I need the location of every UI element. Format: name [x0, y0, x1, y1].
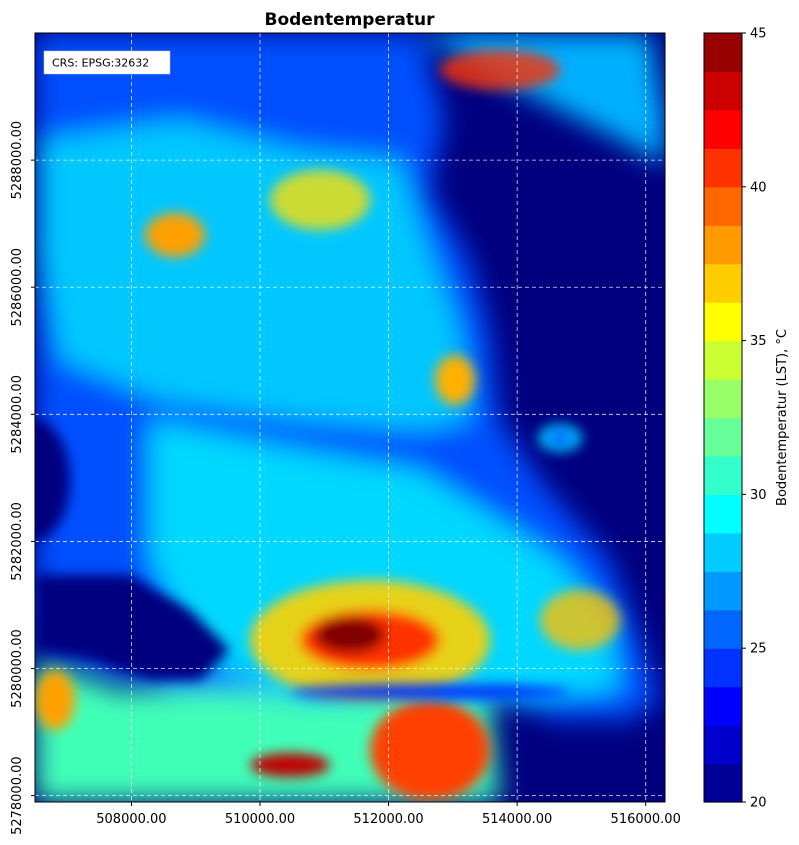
y-tick-label: 5278000.00: [10, 756, 25, 835]
x-tick-label: 510000.00: [225, 812, 295, 827]
warm-spot-north: [270, 170, 370, 230]
colorbar-level: [704, 648, 742, 688]
warm-spot-southwest-coast: [35, 670, 75, 730]
colorbar-level: [704, 455, 742, 495]
colorbar-level: [704, 225, 742, 265]
colorbar-level: [704, 33, 742, 73]
colorbar-tick-label: 25: [750, 642, 767, 657]
colorbar-level: [704, 186, 742, 226]
y-tick-label: 5284000.00: [10, 375, 25, 454]
colorbar-level: [704, 71, 742, 111]
colorbar-tick-label: 45: [750, 27, 767, 42]
colorbar-tick-label: 20: [750, 796, 767, 811]
colorbar-tick-label: 30: [750, 488, 767, 503]
colorbar: 20 25 30 35 40 45 Bodentemperatur (LST), °C: [703, 27, 790, 811]
y-tick-label: 5288000.00: [10, 121, 25, 200]
y-tick-label: 5282000.00: [10, 502, 25, 581]
hot-spot-center-peak: [315, 617, 385, 653]
x-axis: 508000.00 510000.00 512000.00 514000.00 5160…: [96, 802, 681, 827]
colorbar-tick-label: 40: [750, 180, 767, 195]
colorbar-label: Bodentemperatur (LST), °C: [775, 329, 790, 506]
colorbar-level: [704, 494, 742, 534]
colorbar-level: [704, 725, 742, 765]
colorbar-level: [704, 263, 742, 303]
colorbar-level: [704, 379, 742, 419]
grid-lines: [35, 33, 665, 802]
colorbar-level: [704, 532, 742, 572]
x-tick-label: 514000.00: [482, 812, 552, 827]
colorbar-level: [704, 148, 742, 188]
lake-east-inner: [549, 432, 571, 444]
warm-spot-east: [435, 355, 475, 405]
plot-frame: [34, 32, 666, 803]
y-axis: 5278000.00 5280000.00 5282000.00 5284000.00…: [10, 121, 35, 835]
crs-annotation-box: [43, 50, 171, 75]
colorbar-level: [704, 109, 742, 149]
x-tick-label: 508000.00: [96, 812, 166, 827]
crs-annotation-text: CRS: EPSG:32632: [52, 57, 149, 70]
crs-annotation: CRS: EPSG:32632: [43, 50, 171, 75]
colorbar-level: [704, 686, 742, 726]
warm-spot-northeast: [440, 50, 560, 90]
temperature-field: [35, 33, 665, 802]
colorbar-level: [704, 302, 742, 342]
colorbar-level: [704, 763, 742, 803]
water-southwest-bay: [35, 575, 230, 680]
x-tick-label: 516000.00: [611, 812, 681, 827]
heatmap-area: [35, 33, 665, 802]
x-tick-label: 512000.00: [353, 812, 423, 827]
y-tick-label: 5280000.00: [10, 629, 25, 708]
warm-spot-southeast: [540, 590, 620, 650]
colorbar-ticks: 20 25 30 35 40 45: [742, 27, 767, 811]
water-river-band: [290, 684, 570, 700]
y-tick-label: 5286000.00: [10, 248, 25, 327]
water-west-bay: [35, 420, 70, 540]
hot-spot-south: [370, 700, 490, 800]
colorbar-level: [704, 340, 742, 380]
colorbar-level: [704, 609, 742, 649]
warm-spot-northwest: [145, 213, 205, 257]
colorbar-level: [704, 571, 742, 611]
chart-title: Bodentemperatur: [265, 10, 436, 30]
colorbar-levels: [704, 33, 742, 803]
colorbar-tick-label: 35: [750, 334, 767, 349]
hot-spot-southwest: [250, 753, 330, 777]
colorbar-level: [704, 417, 742, 457]
colorbar-frame: [703, 32, 743, 803]
